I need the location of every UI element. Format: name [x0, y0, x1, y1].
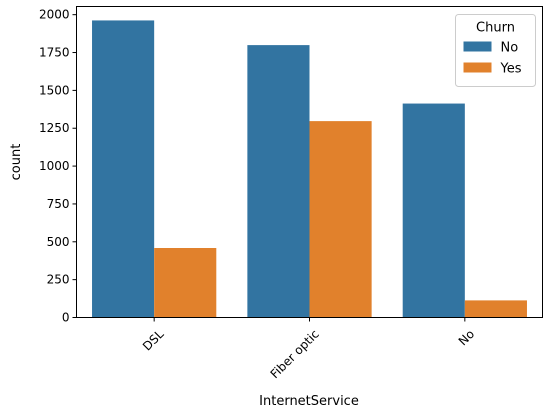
x-axis: DSL Fiber optic No: [140, 317, 477, 381]
legend: Churn No Yes: [455, 14, 536, 87]
x-axis-title: InternetService: [259, 394, 359, 409]
y-tick-label: 2000: [39, 8, 70, 22]
y-tick-label: 0: [62, 311, 70, 325]
x-tick-label: No: [456, 327, 477, 348]
legend-title: Churn: [476, 21, 515, 36]
bar-fiber-optic-churn-no: [247, 45, 310, 318]
y-tick-label: 750: [47, 197, 70, 211]
bar-fiber-optic-churn-yes: [309, 121, 372, 318]
y-tick-label: 500: [47, 235, 70, 249]
bar-no-churn-no: [402, 103, 465, 318]
bars-group: [92, 20, 527, 318]
y-tick-label: 1250: [39, 121, 70, 135]
bar-dsl-churn-no: [92, 20, 155, 318]
legend-label-yes: Yes: [500, 62, 522, 77]
bar-dsl-churn-yes: [154, 248, 217, 318]
y-tick-label: 1750: [39, 46, 70, 60]
y-tick-label: 1500: [39, 83, 70, 97]
bar-no-churn-yes: [464, 300, 527, 318]
legend-swatch-no: [463, 41, 492, 52]
y-tick-label: 1000: [39, 159, 70, 173]
x-tick-label: Fiber optic: [268, 327, 322, 381]
y-tick-label: 250: [47, 273, 70, 287]
legend-swatch-yes: [463, 62, 492, 73]
x-tick-label: DSL: [140, 327, 167, 354]
y-axis-title: count: [9, 144, 24, 181]
plot-frame: [76, 6, 543, 318]
legend-label-no: No: [501, 41, 519, 56]
y-axis: 0 250 500 750 1000 1250 1500 1750 2000: [39, 8, 77, 325]
